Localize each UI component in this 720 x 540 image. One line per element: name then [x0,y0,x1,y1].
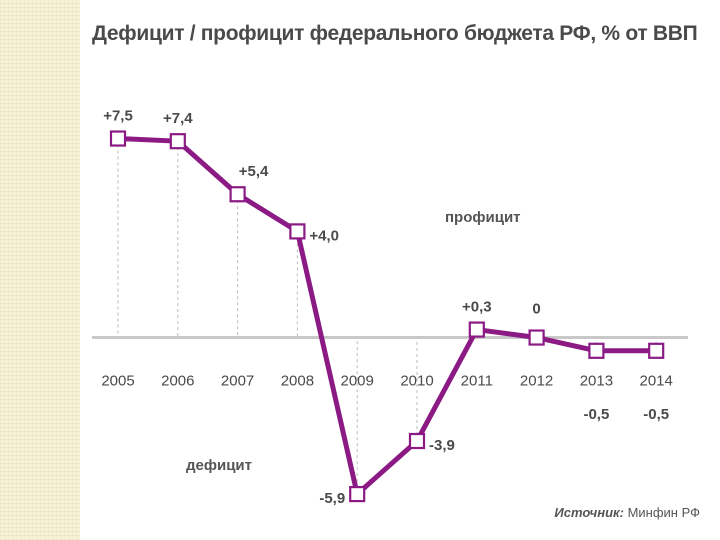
decorative-strip [0,0,80,540]
source-name: Минфин РФ [627,505,700,520]
x-tick-label: 2012 [520,373,553,390]
source-label: Источник: [554,505,624,520]
value-labels: +7,5 +7,4 +5,4 +4,0 -5,9 -3,9 +0,3 0 -0,5 -0,5 [103,108,669,508]
data-point-marker [648,342,665,359]
data-label: 0 [532,301,540,318]
data-point-marker [408,432,426,450]
chart-title: Дефицит / профицит федерального бюджета … [92,22,698,45]
x-tick-label: 2013 [580,373,613,390]
data-point-marker [349,485,366,503]
data-label: +7,4 [163,110,193,127]
surplus-annotation: профицит [445,209,521,226]
data-label: -5,9 [319,490,345,507]
x-tick-label: 2010 [400,373,433,390]
x-tick-label: 2008 [281,373,314,390]
guide-lines [117,138,657,495]
data-point-marker [528,329,545,346]
x-tick-label: 2014 [640,373,673,390]
x-tick-label: 2005 [101,373,134,390]
data-label: -0,5 [643,406,669,423]
source-note: Источник: Минфин РФ [554,505,700,520]
data-point-marker [289,223,306,240]
x-tick-label: 2011 [461,373,493,390]
data-label: -3,9 [429,437,455,454]
data-markers [109,130,665,503]
data-label: -0,5 [583,406,609,423]
data-label: +7,5 [103,108,133,125]
x-tick-label: 2009 [341,373,374,390]
data-point-marker [468,321,485,338]
data-label: +0,3 [462,299,492,316]
x-tick-label: 2007 [221,373,254,390]
data-point-marker [109,130,127,147]
year-labels: 2005 2006 2007 2008 2009 2010 2011 2012 2013 2014 [101,373,673,390]
data-label: +4,0 [309,227,339,244]
data-point-marker [229,186,246,203]
data-label: +5,4 [239,163,269,180]
deficit-annotation: дефицит [186,457,252,474]
series-line [117,136,657,497]
data-point-marker [588,342,605,359]
data-point-marker [169,133,186,150]
x-tick-label: 2006 [161,373,194,390]
